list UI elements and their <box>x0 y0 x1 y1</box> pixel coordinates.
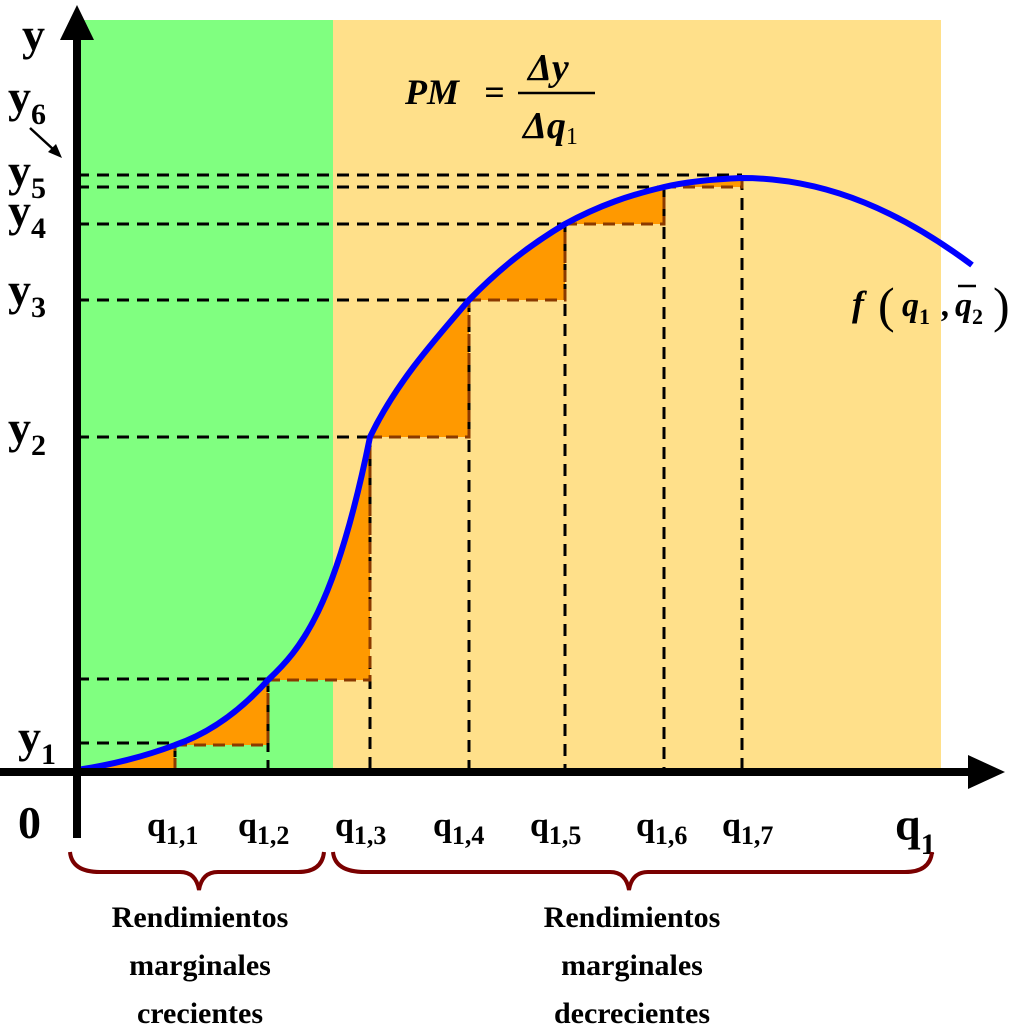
decreasing-caption-line1: Rendimientos <box>544 901 721 934</box>
decreasing-caption-line3: decrecientes <box>554 997 710 1030</box>
step-edge <box>565 187 666 226</box>
step-triangle <box>77 745 175 770</box>
y6-pointer-arrow <box>29 127 62 158</box>
x-tick-q14: q1,4 <box>433 807 484 850</box>
region-braces <box>68 851 934 891</box>
brace-increasing <box>68 851 326 891</box>
x-tick-q15: q1,5 <box>530 807 581 850</box>
decreasing-caption: Rendimientos marginales decrecientes <box>544 901 721 1030</box>
y-tick-5: y5 <box>8 145 46 205</box>
x-axis-label: q1 <box>895 799 936 861</box>
step-triangle <box>175 680 268 745</box>
function-f: f <box>852 284 867 324</box>
function-close-paren: ) <box>993 277 1010 333</box>
marginal-product-formula: PM = Δy Δq1 <box>404 47 595 150</box>
step-edge <box>268 437 372 682</box>
origin-label: 0 <box>18 797 41 848</box>
horizontal-guides <box>77 173 742 745</box>
increasing-caption: Rendimientos marginales crecientes <box>112 901 289 1030</box>
production-curve <box>76 174 974 773</box>
formula-equals: = <box>484 72 505 112</box>
function-label: f ( q1 , q2 ) <box>852 277 1010 333</box>
y-tick-6: y6 <box>8 71 46 131</box>
increasing-caption-line2: marginales <box>129 949 271 982</box>
x-tick-q13: q1,3 <box>335 807 386 850</box>
increasing-caption-line3: crecientes <box>137 997 263 1030</box>
y-axis-arrow <box>60 5 94 40</box>
function-var2: q2 <box>955 287 983 329</box>
function-open-paren: ( <box>878 277 895 333</box>
axes <box>0 5 1005 838</box>
formula-lhs: PM <box>404 72 461 112</box>
increasing-caption-line1: Rendimientos <box>112 901 289 934</box>
decreasing-caption-line2: marginales <box>561 949 703 982</box>
step-edge <box>175 680 270 747</box>
step-edge <box>370 300 471 439</box>
y-tick-1: y1 <box>18 711 56 771</box>
increasing-returns-region <box>77 20 333 772</box>
y-axis-label: y <box>22 9 45 60</box>
formula-denominator: Δq1 <box>521 105 578 150</box>
x-tick-q17: q1,7 <box>722 807 773 850</box>
y-tick-2: y2 <box>8 402 46 462</box>
y-tick-4: y4 <box>8 185 46 245</box>
formula-numerator: Δy <box>526 47 569 89</box>
function-comma: , <box>941 287 951 324</box>
x-tick-q11: q1,1 <box>147 807 198 850</box>
step-triangle <box>370 300 469 437</box>
x-tick-q12: q1,2 <box>238 807 289 850</box>
function-var1: q1 <box>902 287 930 329</box>
x-axis-arrow <box>968 755 1005 789</box>
y-tick-3: y3 <box>8 264 46 324</box>
brace-decreasing <box>331 851 934 891</box>
x-tick-q16: q1,6 <box>636 807 687 850</box>
step-edge <box>469 224 567 302</box>
step-triangle <box>268 437 370 680</box>
